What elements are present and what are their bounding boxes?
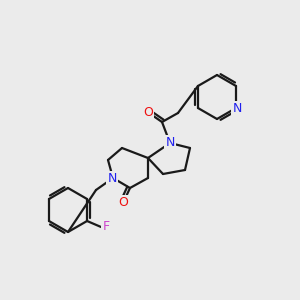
Text: N: N bbox=[165, 136, 175, 148]
Text: O: O bbox=[143, 106, 153, 119]
Text: F: F bbox=[103, 220, 110, 233]
Text: N: N bbox=[232, 101, 242, 115]
Text: O: O bbox=[118, 196, 128, 208]
Text: N: N bbox=[107, 172, 117, 184]
